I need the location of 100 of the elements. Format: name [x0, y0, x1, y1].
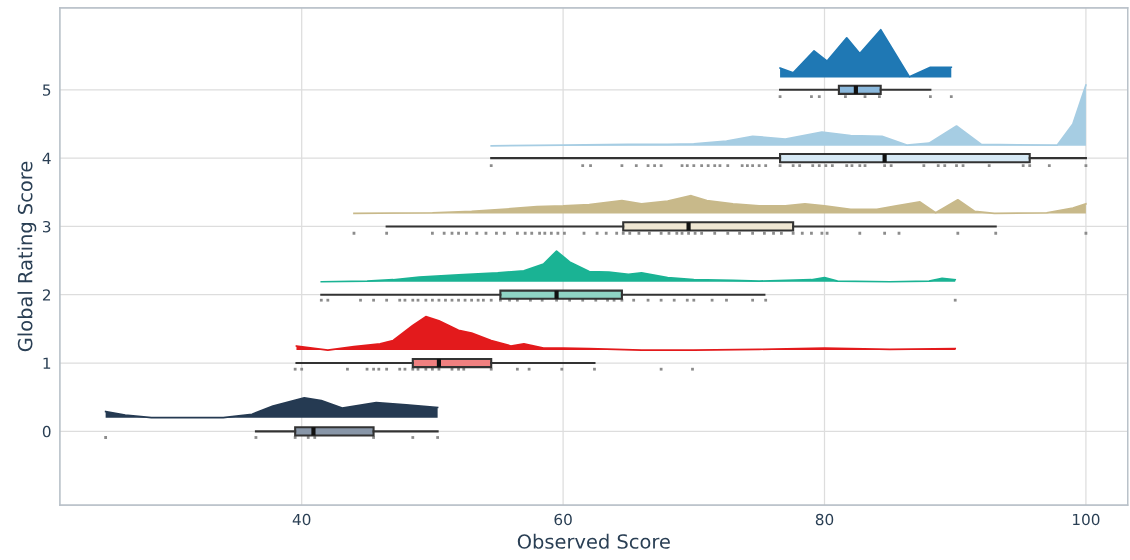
point — [398, 298, 402, 302]
point — [725, 298, 728, 302]
point — [489, 367, 493, 371]
point — [615, 231, 619, 235]
point — [810, 95, 813, 99]
y-tick-label: 2 — [42, 289, 51, 301]
point — [319, 298, 323, 302]
point — [659, 164, 663, 168]
point — [385, 367, 389, 371]
point — [706, 164, 710, 168]
point — [791, 231, 795, 235]
point — [685, 164, 689, 168]
point — [424, 367, 428, 371]
point — [431, 231, 434, 235]
point — [726, 231, 730, 235]
point — [444, 298, 447, 302]
point — [481, 298, 485, 302]
point — [956, 231, 960, 235]
x-tick-label: 60 — [554, 513, 572, 526]
x-tick-label: 40 — [292, 513, 311, 526]
point — [377, 367, 381, 371]
point — [300, 367, 304, 371]
point — [411, 436, 415, 439]
y-tick-label: 1 — [43, 357, 51, 369]
point — [372, 436, 375, 439]
point — [817, 164, 821, 168]
point — [883, 231, 887, 235]
point — [672, 298, 676, 302]
point — [502, 231, 506, 235]
y-tick-label: 5 — [43, 84, 51, 96]
point — [634, 164, 638, 168]
point — [692, 164, 696, 168]
point — [104, 436, 108, 439]
point — [431, 367, 434, 371]
point — [581, 164, 585, 168]
point — [740, 164, 744, 168]
point — [844, 95, 847, 99]
y-tick-label: 3 — [43, 220, 51, 233]
point — [762, 231, 766, 235]
point — [530, 231, 534, 235]
point — [543, 231, 547, 235]
point — [928, 95, 932, 99]
point — [589, 164, 592, 168]
point — [700, 164, 704, 168]
point — [772, 231, 775, 235]
point — [476, 298, 480, 302]
point — [306, 436, 310, 439]
point — [462, 367, 466, 371]
point — [653, 164, 656, 168]
point — [495, 231, 498, 235]
point — [757, 164, 761, 168]
point — [549, 231, 553, 235]
x-tick-label: 100 — [1073, 513, 1100, 526]
point — [457, 367, 460, 371]
point — [659, 367, 663, 371]
point — [470, 298, 473, 302]
point — [346, 367, 349, 371]
point — [457, 298, 460, 302]
point — [385, 231, 389, 235]
point — [713, 164, 717, 168]
point — [538, 231, 541, 235]
point — [883, 164, 887, 168]
point — [556, 231, 560, 235]
x-axis-title: Observed Score — [517, 533, 670, 549]
point — [411, 367, 415, 371]
point — [692, 298, 696, 302]
point — [628, 231, 632, 235]
point — [817, 95, 821, 99]
point — [800, 231, 804, 235]
point — [987, 164, 991, 168]
point — [621, 231, 625, 235]
point — [372, 367, 375, 371]
point — [889, 164, 893, 168]
point — [593, 367, 596, 371]
x-tick-label: 80 — [815, 513, 834, 526]
point — [700, 231, 704, 235]
point — [489, 164, 493, 168]
point — [845, 164, 849, 168]
point — [632, 298, 636, 302]
point — [293, 367, 297, 371]
point — [858, 231, 862, 235]
point — [858, 164, 862, 168]
point — [647, 231, 651, 235]
point — [691, 367, 694, 371]
point — [751, 231, 755, 235]
point — [1047, 164, 1051, 168]
point — [563, 231, 566, 235]
point — [1021, 164, 1025, 168]
point — [779, 231, 783, 235]
point — [738, 231, 741, 235]
point — [949, 95, 953, 99]
point — [943, 164, 947, 168]
point — [442, 231, 446, 235]
point — [424, 298, 428, 302]
point — [994, 231, 998, 235]
point — [489, 298, 493, 302]
y-tick-label: 0 — [42, 425, 51, 438]
point — [825, 231, 829, 235]
point — [457, 231, 460, 235]
point — [523, 231, 527, 235]
